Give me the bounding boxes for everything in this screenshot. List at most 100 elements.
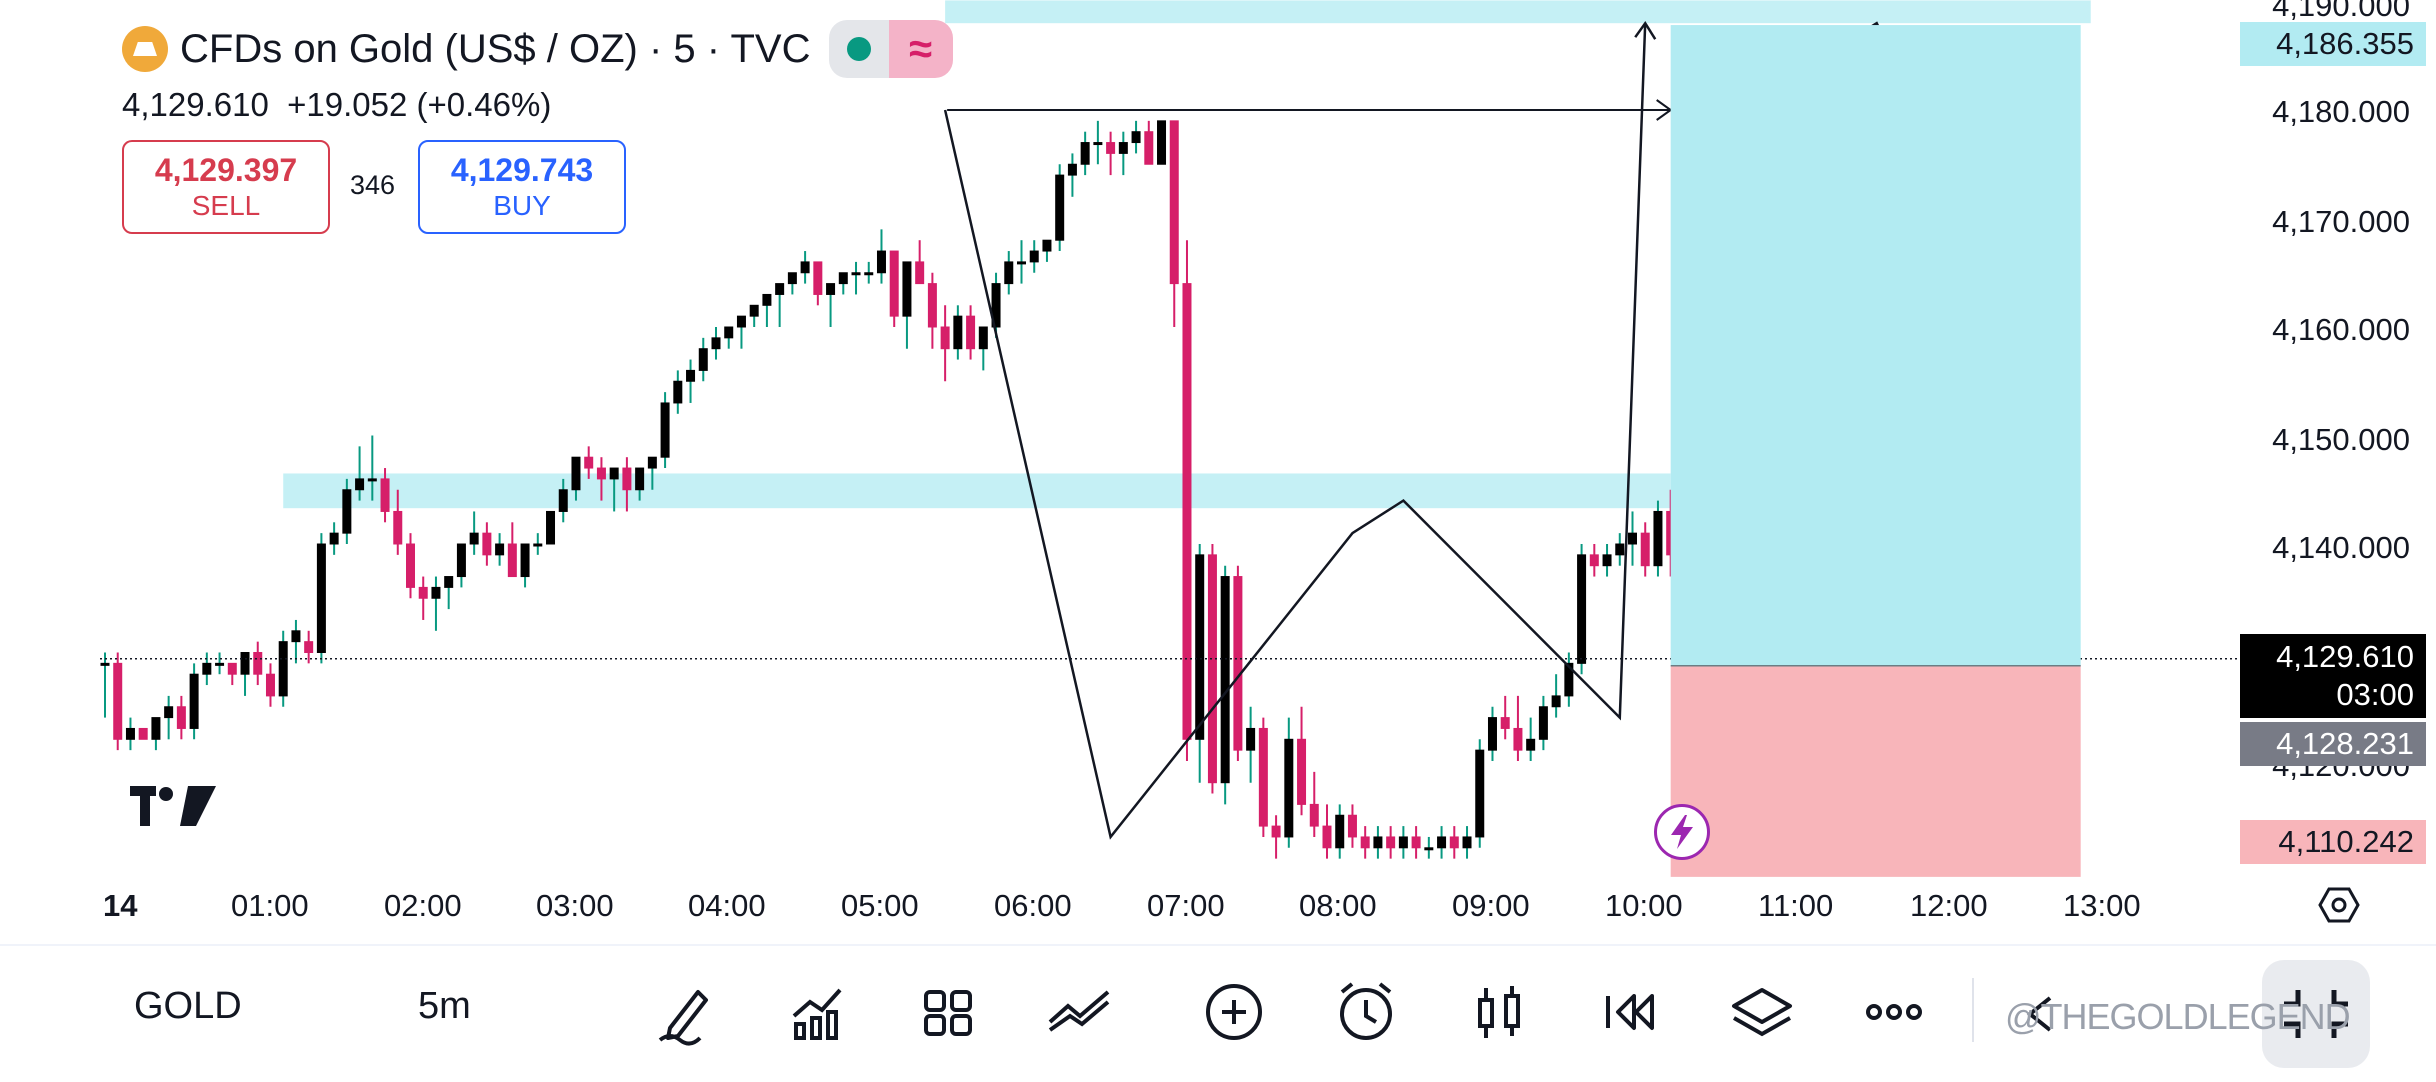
candle-body (724, 326, 734, 339)
candle-body (431, 586, 441, 599)
stop-price-label: 4,110.242 (2240, 820, 2426, 864)
candle-body (189, 673, 199, 729)
add-circle-icon[interactable] (1198, 972, 1270, 1052)
candle-body (1513, 727, 1523, 751)
candle-body (609, 467, 619, 480)
price-tick-top: 4,190.000 (2272, 0, 2410, 23)
candle-body (775, 283, 785, 295)
time-tick: 13:00 (2063, 888, 2141, 923)
market-open-icon (828, 20, 889, 78)
candle-body (1437, 836, 1447, 849)
candle-body (1411, 836, 1421, 849)
candle-body (164, 706, 174, 719)
candle-body (1577, 554, 1587, 664)
indicators-icon[interactable] (782, 972, 854, 1052)
candle-body (1424, 847, 1434, 851)
candle-body (902, 261, 912, 317)
time-tick: 04:00 (688, 888, 766, 923)
candle-body (826, 283, 836, 295)
candle-body (1309, 803, 1319, 827)
projection-path (943, 23, 1647, 840)
candle-body (444, 576, 454, 588)
candle-body (1449, 836, 1459, 849)
candle-countdown: 03:00 (2336, 677, 2414, 712)
price-tick: 4,150.000 (2272, 422, 2410, 457)
candle-body (125, 727, 135, 740)
price-change: +19.052 (+0.46%) (287, 86, 552, 123)
lightning-icon (1671, 815, 1693, 849)
chart-settings-icon[interactable] (2318, 884, 2360, 931)
candle-body (966, 315, 976, 350)
candle-body (1538, 706, 1548, 740)
candle-body (406, 543, 415, 588)
symbol-title[interactable]: CFDs on Gold (US$ / OZ) · 5 · TVC (180, 26, 811, 71)
candle-body (1284, 738, 1294, 838)
back-icon[interactable] (2010, 984, 2070, 1044)
candle-body (520, 543, 530, 578)
layers-icon[interactable] (1726, 972, 1798, 1052)
sell-price: 4,129.397 (154, 152, 298, 188)
candle-body (1258, 727, 1268, 827)
candle-body (355, 478, 365, 491)
price-tick: 4,180.000 (2272, 94, 2410, 129)
drawing-tools-icon[interactable] (1044, 972, 1116, 1052)
candle-body (1207, 554, 1217, 784)
candle-body (1106, 142, 1116, 154)
symbol-button[interactable]: GOLD (134, 985, 242, 1027)
supply-zone (283, 473, 1671, 509)
buy-button[interactable]: 4,129.743 BUY (418, 140, 626, 234)
layouts-icon[interactable] (912, 972, 984, 1052)
current-price-label: 4,129.610 03:00 (2240, 634, 2426, 718)
target-zone (1670, 25, 2081, 666)
candle-body (762, 293, 772, 306)
candle-body (1322, 825, 1332, 849)
arrowhead (1634, 20, 1657, 40)
candle-body (1615, 543, 1625, 556)
candle-body (1220, 576, 1230, 784)
candle-body (253, 652, 263, 675)
candle-body (227, 662, 237, 675)
candle-body (240, 652, 250, 675)
unused (1627, 40, 1645, 45)
market-status-pill[interactable]: ≈ (828, 20, 953, 78)
candle-body (1500, 717, 1510, 729)
candle-type-icon[interactable] (1464, 972, 1536, 1052)
candle-body (1398, 836, 1408, 849)
candle-body (749, 304, 759, 317)
candle-body (1080, 142, 1090, 165)
interval-button[interactable]: 5m (418, 985, 471, 1027)
candle-body (151, 717, 161, 740)
candle-body (991, 283, 1001, 328)
candle-body (1067, 163, 1077, 176)
alarm-icon[interactable] (1330, 972, 1402, 1052)
more-icon[interactable] (1858, 972, 1930, 1052)
candle-body (329, 532, 339, 545)
candle-body (316, 543, 326, 653)
sell-button[interactable]: 4,129.397 SELL (122, 140, 330, 234)
candle-body (915, 261, 925, 285)
fullscreen-button[interactable] (2262, 960, 2370, 1068)
price-tick: 4,140.000 (2272, 530, 2410, 565)
candle-body (1602, 554, 1612, 567)
candle-body (1640, 532, 1650, 567)
candle-body (584, 456, 594, 469)
time-tick: 05:00 (841, 888, 919, 923)
candle-body (546, 510, 556, 545)
buy-label: BUY (493, 190, 551, 221)
candle-body (736, 315, 746, 328)
flash-button[interactable] (1654, 804, 1710, 860)
candle-body (978, 326, 988, 350)
time-tick: 01:00 (231, 888, 309, 923)
candle-body (686, 369, 696, 382)
candle-body (1386, 836, 1396, 849)
candle-body (1118, 142, 1128, 154)
time-tick: 06:00 (994, 888, 1072, 923)
replay-icon[interactable] (1594, 972, 1666, 1052)
candle-body (1373, 836, 1383, 849)
candle-body (393, 510, 403, 545)
time-tick: 02:00 (384, 888, 462, 923)
candle-body (813, 261, 823, 295)
pencil-icon[interactable] (650, 972, 722, 1052)
chart-canvas[interactable] (0, 0, 2436, 944)
collapse-icon (2284, 990, 2348, 1038)
